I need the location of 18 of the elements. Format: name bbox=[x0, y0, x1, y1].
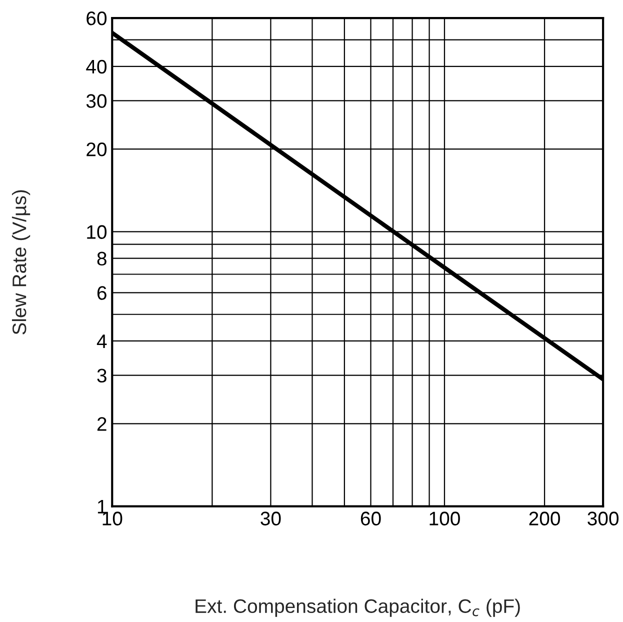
x-tick-label: 300 bbox=[588, 512, 619, 526]
y-tick-label: 10 bbox=[87, 225, 107, 239]
x-tick-label: 200 bbox=[529, 512, 560, 526]
y-tick-label: 20 bbox=[86, 142, 107, 156]
x-tick-label: 60 bbox=[360, 512, 381, 526]
y-tick-label: 8 bbox=[97, 252, 106, 266]
x-tick-label: 100 bbox=[430, 512, 460, 526]
y-tick-label: 30 bbox=[86, 94, 107, 108]
y-tick-label: 6 bbox=[97, 286, 106, 300]
y-tick-label: 4 bbox=[96, 334, 107, 348]
x-axis-title: Ext. Compensation Capacitor, C$_{c}$ (pF) bbox=[196, 598, 520, 617]
x-tick-label: 30 bbox=[260, 512, 281, 526]
y-tick-label: 2 bbox=[97, 417, 106, 431]
y-tick-label: 3 bbox=[97, 368, 106, 383]
y-tick-label: 1 bbox=[98, 500, 106, 514]
y-tick-label: 40 bbox=[86, 60, 107, 74]
y-axis-title: Slew Rate (V/µs) bbox=[12, 190, 30, 334]
y-tick-label: 60 bbox=[86, 12, 107, 26]
